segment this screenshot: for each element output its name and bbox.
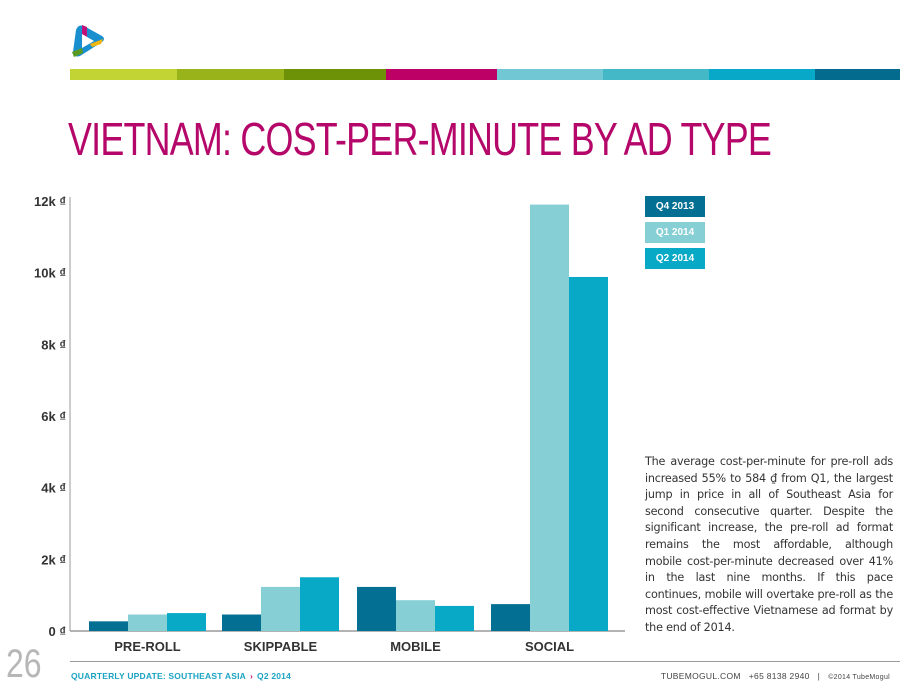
y-tick-label: 8k ₫ — [41, 337, 66, 352]
bar-pre-roll-q1-2014 — [128, 614, 167, 631]
y-tick-label: 6k ₫ — [41, 409, 66, 424]
footer-copyright: ©2014 TubeMogul — [828, 674, 890, 681]
body-paragraph: The average cost-per-minute for pre-roll… — [645, 455, 893, 634]
bar-skippable-q1-2014 — [261, 586, 300, 631]
footer-phone: +65 8138 2940 — [748, 671, 810, 681]
page-title: VIETNAM: COST-PER-MINUTE BY AD TYPE — [68, 113, 772, 165]
bar-pre-roll-q4-2013 — [89, 621, 128, 631]
bar-social-q1-2014 — [530, 204, 569, 632]
x-tick-label: PRE-ROLL — [114, 639, 181, 654]
bar-mobile-q2-2014 — [435, 605, 474, 631]
bar-social-q2-2014 — [569, 276, 608, 631]
y-tick-label: 10k ₫ — [34, 266, 66, 281]
bar-mobile-q1-2014 — [396, 600, 435, 631]
footer-section: QUARTERLY UPDATE: SOUTHEAST ASIA › Q2 2014 — [71, 671, 291, 681]
stripe-segment — [177, 69, 284, 80]
stripe-segment — [497, 69, 603, 80]
footer-contact: TUBEMOGUL.COM +65 8138 2940 | ©2014 Tube… — [661, 671, 890, 681]
footer-divider-bar: | — [817, 671, 821, 681]
y-tick-label: 2k ₫ — [41, 552, 66, 567]
footer-period: Q2 2014 — [257, 671, 292, 681]
stripe-segment — [603, 69, 709, 80]
stripe-segment — [709, 69, 815, 80]
bar-pre-roll-q2-2014 — [167, 613, 206, 631]
footer-website[interactable]: TUBEMOGUL.COM — [660, 671, 741, 681]
stripe-segment — [815, 69, 900, 80]
stripe-segment — [386, 69, 497, 80]
y-tick-label: 12k ₫ — [34, 194, 66, 209]
x-tick-label: SOCIAL — [525, 639, 574, 654]
color-stripe — [70, 69, 900, 80]
footer-divider — [70, 661, 900, 662]
page-number: 26 — [6, 642, 42, 686]
x-tick-label: MOBILE — [390, 639, 441, 654]
legend-item-q1-2014: Q1 2014 — [645, 222, 705, 243]
stripe-segment — [284, 69, 386, 80]
x-tick-label: SKIPPABLE — [244, 639, 318, 654]
stripe-segment — [70, 69, 177, 80]
y-tick-label: 0 ₫ — [48, 624, 66, 639]
y-tick-label: 4k ₫ — [41, 481, 66, 496]
footer-section-title: QUARTERLY UPDATE: SOUTHEAST ASIA — [71, 671, 246, 681]
bar-skippable-q2-2014 — [300, 577, 339, 631]
chart-legend: Q4 2013 Q1 2014 Q2 2014 — [645, 196, 705, 274]
tubemogul-logo-icon — [70, 22, 108, 60]
bar-social-q4-2013 — [491, 604, 530, 631]
bar-skippable-q4-2013 — [222, 614, 261, 631]
bar-mobile-q4-2013 — [357, 586, 396, 631]
legend-item-q2-2014: Q2 2014 — [645, 248, 705, 269]
bar-chart: 0 ₫ 2k ₫ 4k ₫ 6k ₫ 8k ₫ 10k ₫ 12k ₫ PRE-ROLL SKI… — [34, 194, 625, 654]
breadcrumb-separator: › — [250, 671, 254, 681]
legend-item-q4-2013: Q4 2013 — [645, 196, 705, 217]
